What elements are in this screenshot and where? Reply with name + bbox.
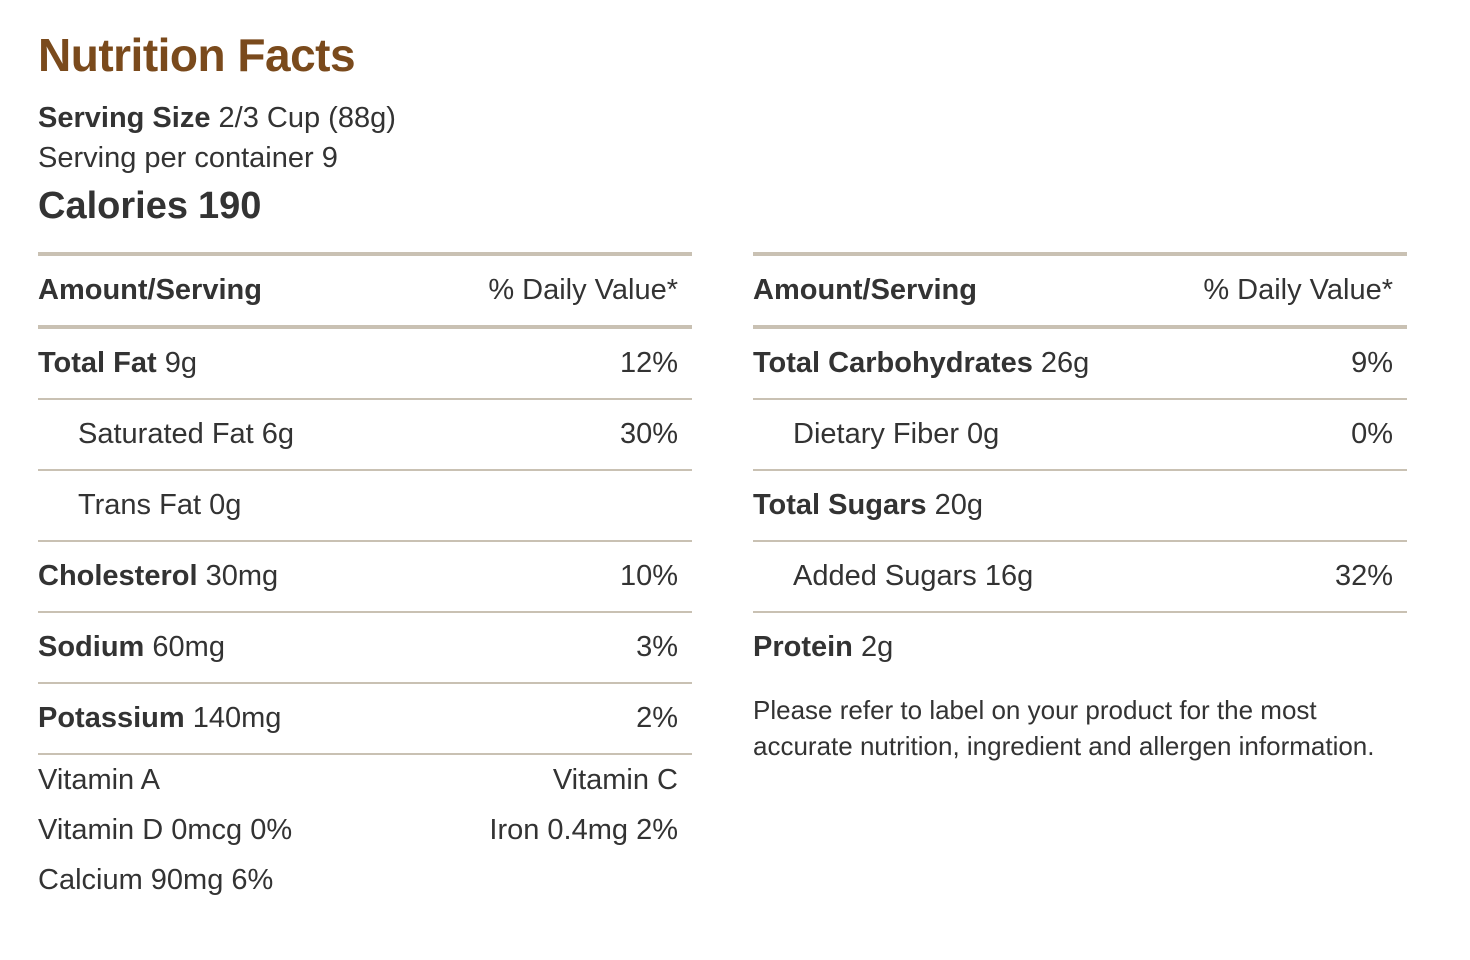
nutrient-row-protein: Protein 2g [753, 613, 1407, 682]
nutrient-row-saturated-fat: Saturated Fat 6g 30% [38, 400, 692, 471]
nutrient-daily-value: 10% [619, 560, 678, 592]
serving-size: Serving Size 2/3 Cup (88g) [38, 100, 396, 136]
vitamin-line: Vitamin A Vitamin C [38, 755, 692, 805]
serving-size-value: 2/3 Cup (88g) [218, 102, 396, 134]
nutrient-label: Cholesterol 30mg [38, 542, 278, 611]
calories-value: 190 [197, 185, 262, 227]
table-header: Amount/Serving % Daily Value* [753, 256, 1407, 329]
vitamins-section: Vitamin A Vitamin C Vitamin D 0mcg 0% Ir… [38, 755, 692, 905]
calories: Calories 190 [38, 182, 261, 230]
nutrient-label: Total Carbohydrates 26g [753, 329, 1089, 398]
nutrient-amount: 26g [1040, 347, 1090, 379]
daily-value-header: % Daily Value* [1203, 274, 1393, 306]
nutrient-amount: 9g [164, 347, 198, 379]
vitamin-c: Vitamin C [552, 764, 678, 796]
nutrient-daily-value: 2% [636, 702, 678, 734]
nutrition-table-right: Amount/Serving % Daily Value* Total Carb… [753, 252, 1407, 764]
nutrient-amount: 140mg [192, 702, 282, 734]
nutrient-label: Total Fat 9g [38, 329, 197, 398]
nutrient-label: Total Sugars 20g [753, 471, 983, 540]
nutrient-daily-value: 12% [619, 347, 678, 379]
calories-label: Calories [38, 185, 188, 227]
nutrient-amount: 30mg [205, 560, 279, 592]
nutrient-row-added-sugars: Added Sugars 16g 32% [753, 542, 1407, 613]
nutrient-daily-value: 32% [1334, 560, 1393, 592]
daily-value-header: % Daily Value* [488, 274, 678, 306]
page-title: Nutrition Facts [38, 29, 356, 81]
nutrient-row-total-sugars: Total Sugars 20g [753, 471, 1407, 542]
nutrient-name: Cholesterol [38, 560, 198, 592]
nutrient-name: Saturated Fat 6g [78, 418, 295, 450]
nutrient-daily-value: 30% [619, 418, 678, 450]
calcium: Calcium 90mg 6% [38, 864, 274, 896]
nutrient-amount: 60mg [152, 631, 225, 663]
serving-size-label: Serving Size [38, 102, 211, 134]
nutrient-name: Total Carbohydrates [753, 347, 1033, 379]
vitamin-line: Calcium 90mg 6% [38, 855, 692, 905]
nutrient-name: Added Sugars 16g [793, 560, 1034, 592]
nutrient-row-total-fat: Total Fat 9g 12% [38, 329, 692, 400]
nutrient-name: Total Fat [38, 347, 157, 379]
servings-per-container: Serving per container 9 [38, 142, 338, 174]
nutrient-daily-value: 0% [1351, 418, 1393, 450]
nutrient-row-total-carbohydrates: Total Carbohydrates 26g 9% [753, 329, 1407, 400]
nutrient-row-cholesterol: Cholesterol 30mg 10% [38, 542, 692, 613]
nutrient-amount: 20g [934, 489, 983, 521]
nutrient-name: Trans Fat 0g [78, 489, 242, 521]
nutrient-name: Total Sugars [753, 489, 927, 521]
nutrient-row-dietary-fiber: Dietary Fiber 0g 0% [753, 400, 1407, 471]
nutrient-name: Sodium [38, 631, 145, 663]
vitamin-line: Vitamin D 0mcg 0% Iron 0.4mg 2% [38, 805, 692, 855]
nutrient-name: Potassium [38, 702, 185, 734]
vitamin-d: Vitamin D 0mcg 0% [38, 814, 293, 846]
nutrient-daily-value: 3% [636, 631, 678, 663]
nutrient-row-trans-fat: Trans Fat 0g [38, 471, 692, 542]
nutrient-daily-value: 9% [1351, 347, 1393, 379]
table-header: Amount/Serving % Daily Value* [38, 256, 692, 329]
disclaimer-note: Please refer to label on your product fo… [753, 695, 1375, 761]
vitamin-a: Vitamin A [38, 764, 160, 796]
nutrient-label: Potassium 140mg [38, 684, 281, 753]
nutrient-name: Protein [753, 631, 853, 663]
amount-serving-header: Amount/Serving [38, 274, 262, 306]
nutrition-table-left: Amount/Serving % Daily Value* Total Fat … [38, 252, 692, 905]
iron: Iron 0.4mg 2% [489, 814, 678, 846]
nutrient-amount: 2g [860, 631, 894, 663]
nutrient-row-sodium: Sodium 60mg 3% [38, 613, 692, 684]
nutrient-name: Dietary Fiber 0g [793, 418, 1000, 450]
nutrient-row-potassium: Potassium 140mg 2% [38, 684, 692, 755]
amount-serving-header: Amount/Serving [753, 274, 977, 306]
nutrient-label: Sodium 60mg [38, 613, 225, 682]
nutrient-label: Protein 2g [753, 613, 893, 682]
